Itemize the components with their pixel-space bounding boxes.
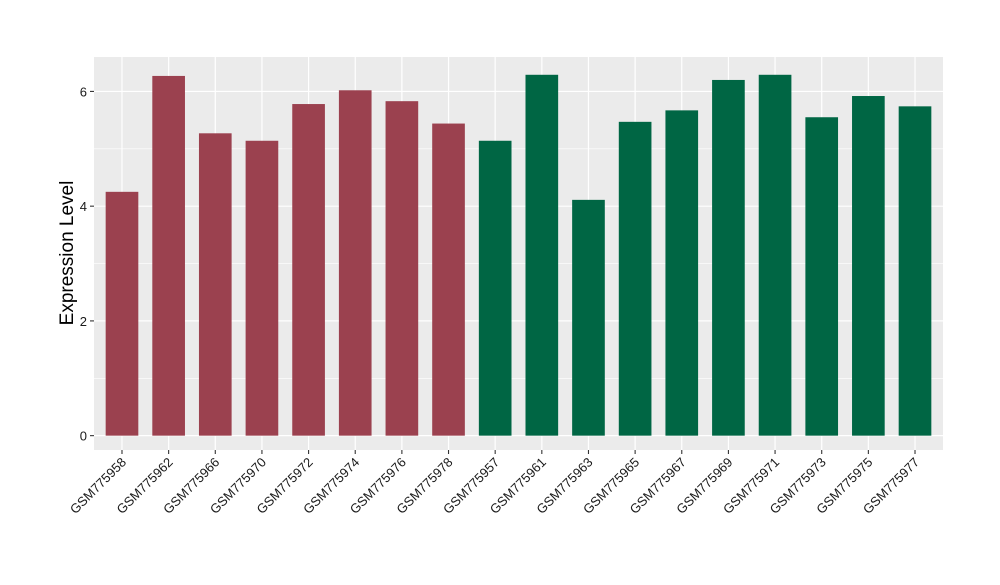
plot-panel xyxy=(94,57,943,450)
bar-GSM775977 xyxy=(898,106,932,436)
bar-GSM775958 xyxy=(105,191,139,436)
bar-GSM775962 xyxy=(152,75,185,436)
bar-GSM775961 xyxy=(525,74,559,436)
bars xyxy=(105,74,932,436)
bar-GSM775969 xyxy=(712,79,745,436)
y-axis: 0 2 4 6 xyxy=(80,84,94,444)
bar-GSM775957 xyxy=(478,140,512,436)
bar-GSM775971 xyxy=(758,74,792,436)
y-tick-label: 6 xyxy=(80,84,87,99)
bar-GSM775966 xyxy=(198,133,232,436)
y-tick-label: 0 xyxy=(80,429,87,444)
bar-GSM775967 xyxy=(665,110,699,436)
bar-GSM775963 xyxy=(572,199,605,436)
bar-GSM775976 xyxy=(385,101,419,436)
bar-GSM775965 xyxy=(618,121,652,436)
bar-GSM775974 xyxy=(338,90,372,436)
y-tick-label: 2 xyxy=(80,314,87,329)
bar-GSM775978 xyxy=(432,123,465,436)
y-tick-label: 4 xyxy=(80,199,87,214)
bar-GSM775970 xyxy=(245,140,279,436)
grid-minor xyxy=(94,148,943,379)
bar-GSM775973 xyxy=(805,117,839,436)
bar-GSM775972 xyxy=(292,104,325,436)
y-axis-label: Expression Level xyxy=(57,181,78,326)
x-axis: GSM775958GSM775962GSM775966GSM775970GSM7… xyxy=(67,450,922,517)
bar-GSM775975 xyxy=(852,96,885,436)
